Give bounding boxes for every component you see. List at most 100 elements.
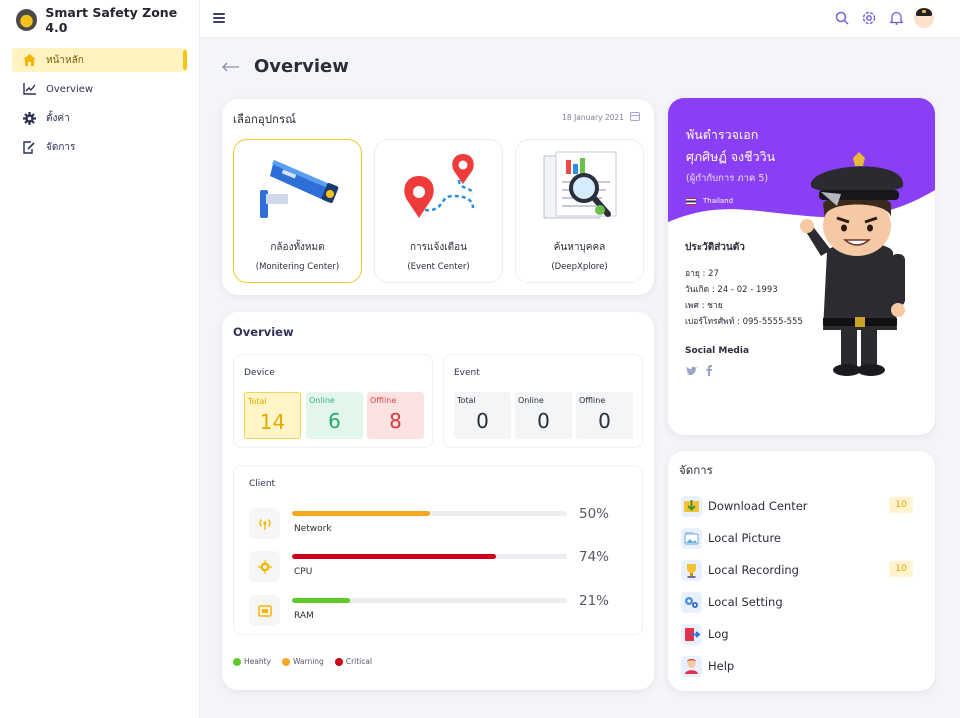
network-progress-bar <box>292 511 567 516</box>
client-percent: 50% <box>579 506 610 522</box>
manage-item-label: Download Center <box>708 499 808 513</box>
event-online-stat[interactable]: Online 0 <box>515 392 572 439</box>
manage-item-label: Local Recording <box>708 563 799 577</box>
facebook-icon[interactable] <box>703 364 715 376</box>
officer-country: Thailand <box>703 197 734 205</box>
user-avatar[interactable] <box>914 8 934 28</box>
search-icon[interactable] <box>832 8 852 28</box>
police-officer-illustration <box>800 152 905 376</box>
info-phone: เบอร์โทรศัพท์ : 095-5555-555 <box>685 317 803 327</box>
device-title: Device <box>244 368 275 378</box>
sidebar: Smart Safety Zone 4.0 หน้าหลัก Overview … <box>0 0 200 718</box>
sidebar-item-label: จัดการ <box>46 141 76 153</box>
cpu-progress-bar <box>292 554 567 559</box>
count-badge: 10 <box>889 497 913 513</box>
edit-document-icon <box>22 140 36 154</box>
stat-value: 0 <box>476 409 489 433</box>
page-header: Overview <box>222 56 349 77</box>
network-progress-fill <box>292 511 430 516</box>
calendar-icon[interactable] <box>630 112 640 121</box>
ram-progress-fill <box>292 598 350 603</box>
arrow-left-icon[interactable] <box>222 57 240 76</box>
client-percent: 21% <box>579 593 610 609</box>
stat-value: 14 <box>259 410 286 434</box>
stat-label: Offline <box>370 396 397 405</box>
client-row-network: Network 50% <box>249 506 639 544</box>
client-name: CPU <box>294 567 313 577</box>
sidebar-nav: หน้าหลัก Overview ตั้งค่า จัดการ <box>0 48 199 159</box>
legend-dot <box>233 657 241 666</box>
manage-item-label: Local Setting <box>708 595 783 609</box>
ram-card-icon <box>249 595 280 626</box>
legend-label: Critical <box>345 657 373 666</box>
bell-icon[interactable] <box>886 8 906 28</box>
info-age: อายุ : 27 <box>685 269 719 279</box>
log-exit-icon <box>681 623 702 645</box>
trophy-recording-icon <box>681 559 702 581</box>
brand: Smart Safety Zone 4.0 <box>0 0 199 40</box>
device-tiles: กล้องทั้งหมด (Monitering Center) การแจ้ง… <box>233 139 656 283</box>
device-box: Device Total 14 Online 6 Offline 8 <box>233 354 433 448</box>
legend-dot <box>334 657 343 666</box>
menu-icon[interactable] <box>213 13 225 23</box>
thailand-flag-icon <box>686 198 696 205</box>
stat-value: 0 <box>598 409 611 433</box>
settings-ring-icon[interactable] <box>859 8 879 28</box>
tile-label: ค้นหาบุคคล <box>553 242 606 253</box>
twitter-icon[interactable] <box>685 364 697 376</box>
police-badge-logo-icon <box>16 9 38 31</box>
officer-rank: พันตำรวจเอก <box>686 127 759 142</box>
tile-deepxplore[interactable]: ค้นหาบุคคล (DeepXplore) <box>515 139 644 283</box>
device-select-card: เลือกอุปกรณ์ 18 January 2021 กล้องทั้งหม… <box>222 99 654 295</box>
stat-label: Total <box>248 397 267 406</box>
tile-event-center[interactable]: การแจ้งเตือน (Event Center) <box>374 139 503 283</box>
event-offline-stat[interactable]: Offline 0 <box>576 392 633 439</box>
client-row-cpu: CPU 74% <box>249 549 639 587</box>
manage-item-label: Log <box>708 627 729 641</box>
client-title: Client <box>249 479 276 489</box>
client-box: Client Network 50% CPU 74% RAM 21% <box>233 465 643 635</box>
sidebar-item-overview[interactable]: Overview <box>12 77 187 101</box>
help-person-icon <box>681 655 702 677</box>
manage-item-help[interactable]: Help <box>681 654 921 678</box>
manage-item-log[interactable]: Log <box>681 622 921 646</box>
manage-item-download-center[interactable]: Download Center 10 <box>681 494 921 518</box>
tile-monitoring-center[interactable]: กล้องทั้งหมด (Monitering Center) <box>233 139 362 283</box>
tile-label: กล้องทั้งหมด <box>270 242 325 253</box>
tile-sublabel: (Event Center) <box>407 262 470 272</box>
manage-item-label: Local Picture <box>708 531 782 545</box>
officer-role: (ผู้กำกับการ ภาค 5) <box>686 173 769 184</box>
event-total-stat[interactable]: Total 0 <box>454 392 511 439</box>
stat-value: 8 <box>389 409 402 433</box>
cpu-progress-fill <box>292 554 496 559</box>
client-name: Network <box>294 524 332 534</box>
device-offline-stat[interactable]: Offline 8 <box>367 392 424 439</box>
manage-item-local-setting[interactable]: Local Setting <box>681 590 921 614</box>
info-gender: เพศ : ชาย <box>685 301 723 311</box>
sidebar-item-settings[interactable]: ตั้งค่า <box>12 106 187 130</box>
social-media-title: Social Media <box>685 346 750 356</box>
client-name: RAM <box>294 611 314 621</box>
status-legend: Heahty Warning Critical <box>233 657 383 666</box>
sidebar-item-home[interactable]: หน้าหลัก <box>12 48 187 72</box>
network-antenna-icon <box>249 508 280 539</box>
sidebar-item-manage[interactable]: จัดการ <box>12 135 187 159</box>
cpu-chip-icon <box>249 551 280 582</box>
tile-sublabel: (Monitering Center) <box>255 262 340 272</box>
line-chart-icon <box>22 82 36 96</box>
device-online-stat[interactable]: Online 6 <box>306 392 363 439</box>
magnifier-document-icon <box>536 150 624 228</box>
sidebar-item-label: หน้าหลัก <box>46 54 84 66</box>
page-title: Overview <box>254 56 349 77</box>
stat-value: 0 <box>537 409 550 433</box>
manage-item-label: Help <box>708 659 735 673</box>
ram-progress-bar <box>292 598 567 603</box>
overview-card: Overview Device Total 14 Online 6 Offlin… <box>222 312 654 690</box>
device-total-stat[interactable]: Total 14 <box>244 392 301 439</box>
sidebar-item-label: Overview <box>46 83 94 95</box>
picture-icon <box>681 527 702 549</box>
settings-gears-icon <box>681 591 702 613</box>
manage-item-local-picture[interactable]: Local Picture <box>681 526 921 550</box>
manage-item-local-recording[interactable]: Local Recording 10 <box>681 558 921 582</box>
legend-label: Heahty <box>244 657 271 666</box>
